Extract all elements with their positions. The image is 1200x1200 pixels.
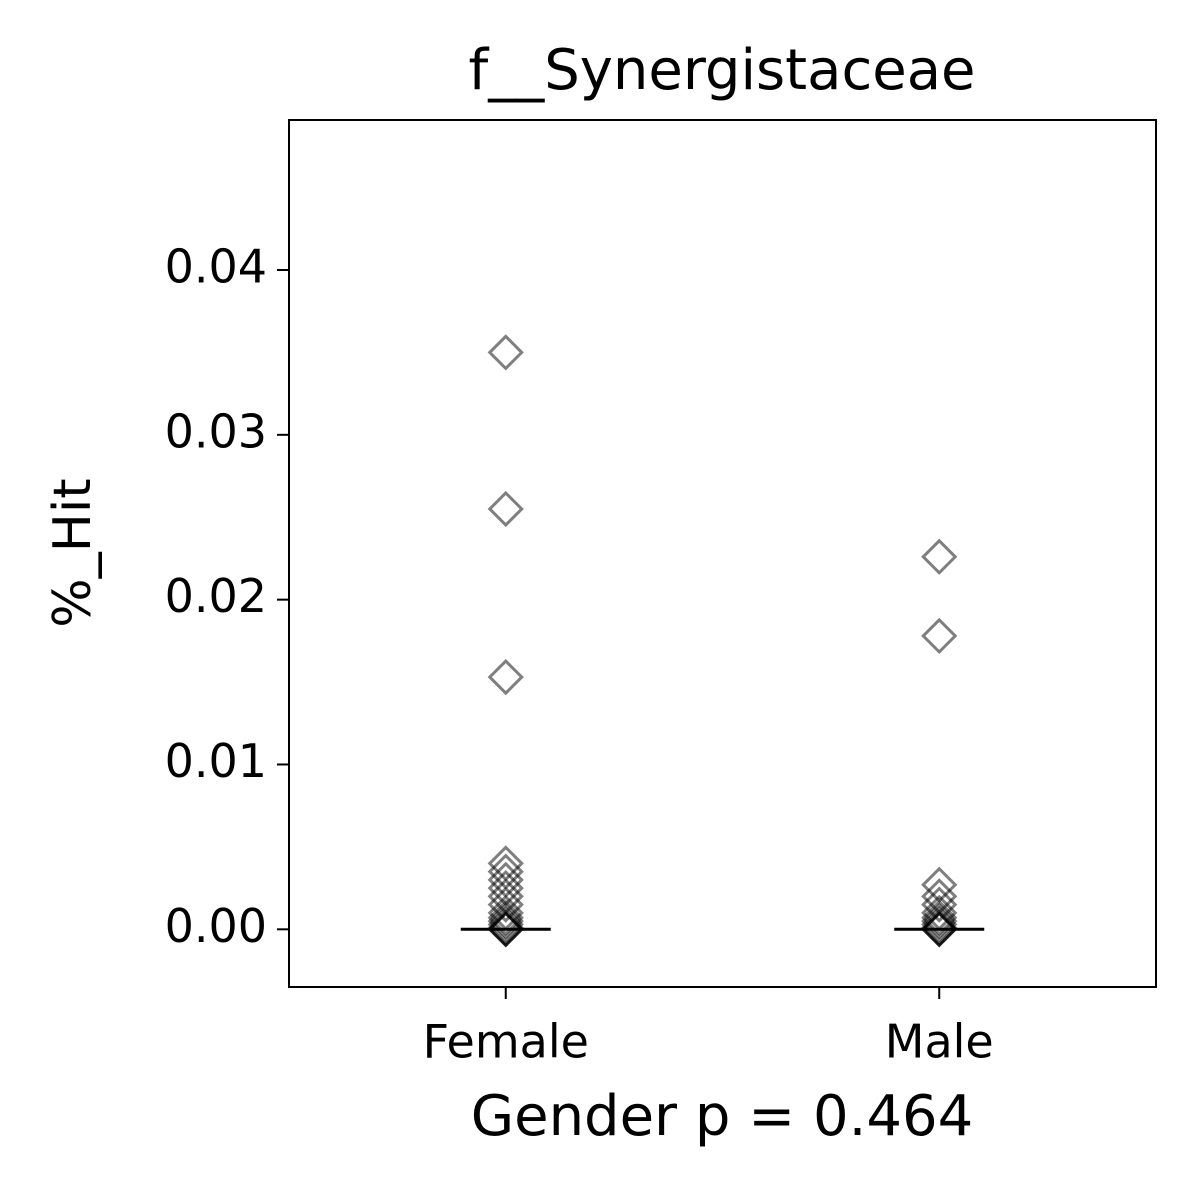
point xyxy=(487,490,524,528)
point xyxy=(487,906,524,943)
y-tick-label: 0.02 xyxy=(165,569,267,623)
x-axis-label: Gender p = 0.464 xyxy=(471,1084,974,1149)
plot-frame xyxy=(288,119,1157,988)
x-tick-label: Male xyxy=(885,1015,994,1069)
point xyxy=(487,902,524,940)
point xyxy=(487,886,524,923)
chart-title: f__Synergistaceae xyxy=(469,38,976,103)
point xyxy=(921,902,958,940)
point xyxy=(921,911,958,948)
point xyxy=(921,886,958,923)
point xyxy=(487,659,524,696)
point xyxy=(921,906,958,943)
y-tick-label: 0.01 xyxy=(165,734,267,788)
point xyxy=(921,617,958,655)
point xyxy=(487,334,524,371)
y-tick-label: 0.00 xyxy=(165,899,267,953)
point xyxy=(487,899,524,936)
point xyxy=(921,899,958,936)
point xyxy=(487,911,524,948)
y-tick-label: 0.04 xyxy=(165,239,267,293)
x-tick-label: Female xyxy=(423,1015,589,1069)
y-tick-label: 0.03 xyxy=(165,404,267,458)
y-axis-label: %_Hit xyxy=(43,478,103,627)
point xyxy=(921,538,958,575)
